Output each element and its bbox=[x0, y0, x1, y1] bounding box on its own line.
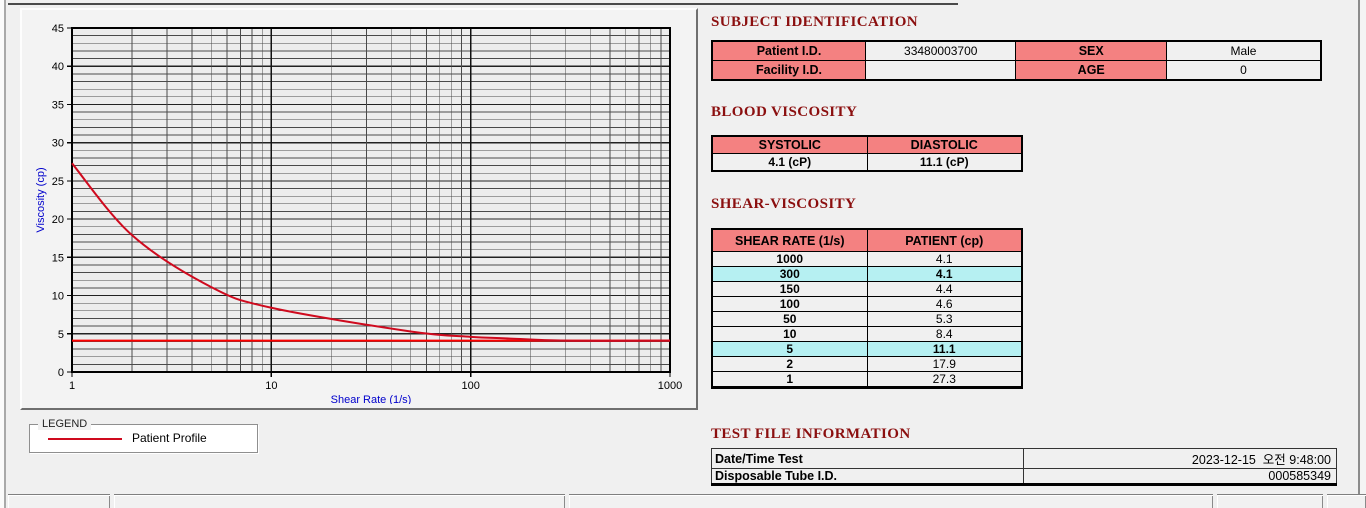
chart-legend: LEGEND Patient Profile bbox=[29, 418, 258, 453]
viscosity-chart: 0 5 10 15 20 25 30 35 40 45 1 10 100 1000 Shear Rate (… bbox=[35, 23, 682, 404]
window-right-edge bbox=[1358, 0, 1366, 508]
legend-entry-label: Patient Profile bbox=[132, 431, 207, 445]
bottom-panel-2[interactable] bbox=[114, 494, 565, 508]
shear-row: 1 27.3 bbox=[711, 371, 1023, 388]
subject-row: Patient I.D. 33480003700 SEX Male bbox=[711, 40, 1322, 61]
shear-row: 50 5.3 bbox=[711, 311, 1023, 327]
svg-text:10: 10 bbox=[265, 380, 277, 392]
facility-id-value bbox=[864, 60, 1017, 81]
facility-id-label: Facility I.D. bbox=[711, 60, 866, 81]
shear-rate-cell: 2 bbox=[711, 356, 868, 372]
shear-rate-cell: 1000 bbox=[711, 251, 868, 267]
window-left-edge bbox=[0, 0, 6, 508]
systolic-value: 4.1 (cP) bbox=[711, 153, 868, 172]
patient-id-value: 33480003700 bbox=[864, 40, 1017, 61]
svg-text:5: 5 bbox=[58, 329, 64, 341]
subject-identification-title: SUBJECT IDENTIFICATION bbox=[711, 14, 919, 30]
bottom-panel-1[interactable] bbox=[8, 494, 110, 508]
svg-text:15: 15 bbox=[52, 252, 64, 264]
sex-value: Male bbox=[1165, 40, 1322, 61]
bottom-panel-5[interactable] bbox=[1327, 494, 1366, 508]
svg-text:Viscosity (cp): Viscosity (cp) bbox=[35, 167, 47, 232]
test-file-information-title: TEST FILE INFORMATION bbox=[711, 426, 911, 442]
blood-viscosity-table: SYSTOLIC DIASTOLIC 4.1 (cP) 11.1 (cP) bbox=[711, 135, 1023, 172]
date-time-test-label: Date/Time Test bbox=[711, 448, 1024, 469]
age-value: 0 bbox=[1165, 60, 1322, 81]
diastolic-value: 11.1 (cP) bbox=[866, 153, 1023, 172]
test-file-row: Disposable Tube I.D. 000585349 bbox=[711, 468, 1337, 485]
patient-value-cell: 11.1 bbox=[866, 341, 1023, 357]
shear-rate-header: SHEAR RATE (1/s) bbox=[711, 228, 868, 252]
patient-id-label: Patient I.D. bbox=[711, 40, 866, 61]
patient-value-cell: 17.9 bbox=[866, 356, 1023, 372]
patient-value-cell: 4.1 bbox=[866, 266, 1023, 282]
test-file-information-table: Date/Time Test 2023-12-15 오전 9:48:00 Dis… bbox=[711, 448, 1337, 486]
shear-rate-cell: 50 bbox=[711, 311, 868, 327]
shear-rate-cell: 300 bbox=[711, 266, 868, 282]
age-label: AGE bbox=[1015, 60, 1167, 81]
shear-rate-cell: 150 bbox=[711, 281, 868, 297]
patient-value-cell: 4.6 bbox=[866, 296, 1023, 312]
legend-title: LEGEND bbox=[38, 418, 92, 430]
shear-viscosity-title: SHEAR-VISCOSITY bbox=[711, 196, 857, 212]
svg-text:35: 35 bbox=[52, 99, 64, 111]
patient-cp-header: PATIENT (cp) bbox=[866, 228, 1023, 252]
shear-viscosity-table: SHEAR RATE (1/s) PATIENT (cp) 1000 4.1 3… bbox=[711, 228, 1023, 389]
legend-line-sample-icon bbox=[48, 438, 122, 440]
bottom-panel-3[interactable] bbox=[569, 494, 1213, 508]
disposable-tube-id-label: Disposable Tube I.D. bbox=[711, 468, 1024, 485]
patient-value-cell: 4.4 bbox=[866, 281, 1023, 297]
svg-text:45: 45 bbox=[52, 23, 64, 35]
shear-rate-cell: 10 bbox=[711, 326, 868, 342]
patient-value-cell: 8.4 bbox=[866, 326, 1023, 342]
svg-text:1: 1 bbox=[69, 380, 75, 392]
shear-row: 5 11.1 bbox=[711, 341, 1023, 357]
test-file-row: Date/Time Test 2023-12-15 오전 9:48:00 bbox=[711, 448, 1337, 469]
blood-viscosity-title: BLOOD VISCOSITY bbox=[711, 104, 858, 120]
shear-row: 100 4.6 bbox=[711, 296, 1023, 312]
bottom-panel-4[interactable] bbox=[1217, 494, 1323, 508]
svg-text:100: 100 bbox=[461, 380, 479, 392]
svg-text:Shear Rate (1/s): Shear Rate (1/s) bbox=[331, 394, 412, 404]
svg-text:30: 30 bbox=[52, 138, 64, 150]
svg-text:0: 0 bbox=[58, 367, 64, 379]
patient-value-cell: 5.3 bbox=[866, 311, 1023, 327]
svg-text:10: 10 bbox=[52, 291, 64, 303]
disposable-tube-id-value: 000585349 bbox=[1023, 468, 1337, 485]
diastolic-header: DIASTOLIC bbox=[866, 135, 1023, 154]
shear-rate-cell: 1 bbox=[711, 371, 868, 388]
sex-label: SEX bbox=[1015, 40, 1167, 61]
svg-text:40: 40 bbox=[52, 61, 64, 73]
shear-row: 2 17.9 bbox=[711, 356, 1023, 372]
shear-row: 10 8.4 bbox=[711, 326, 1023, 342]
blood-viscosity-header-row: SYSTOLIC DIASTOLIC bbox=[711, 135, 1023, 154]
svg-text:20: 20 bbox=[52, 214, 64, 226]
shear-viscosity-header-row: SHEAR RATE (1/s) PATIENT (cp) bbox=[711, 228, 1023, 252]
blood-viscosity-value-row: 4.1 (cP) 11.1 (cP) bbox=[711, 153, 1023, 172]
patient-value-cell: 27.3 bbox=[866, 371, 1023, 388]
svg-text:25: 25 bbox=[52, 176, 64, 188]
shear-row: 300 4.1 bbox=[711, 266, 1023, 282]
systolic-header: SYSTOLIC bbox=[711, 135, 868, 154]
window-top-border bbox=[8, 3, 958, 5]
viscosity-chart-panel: 0 5 10 15 20 25 30 35 40 45 1 10 100 1000 Shear Rate (… bbox=[20, 8, 698, 410]
patient-value-cell: 4.1 bbox=[866, 251, 1023, 267]
shear-rate-cell: 5 bbox=[711, 341, 868, 357]
subject-row: Facility I.D. AGE 0 bbox=[711, 60, 1322, 81]
svg-text:1000: 1000 bbox=[658, 380, 682, 392]
date-time-test-value: 2023-12-15 오전 9:48:00 bbox=[1023, 448, 1337, 469]
shear-row: 150 4.4 bbox=[711, 281, 1023, 297]
shear-rate-cell: 100 bbox=[711, 296, 868, 312]
shear-row: 1000 4.1 bbox=[711, 251, 1023, 267]
subject-identification-table: Patient I.D. 33480003700 SEX Male Facili… bbox=[711, 40, 1322, 81]
